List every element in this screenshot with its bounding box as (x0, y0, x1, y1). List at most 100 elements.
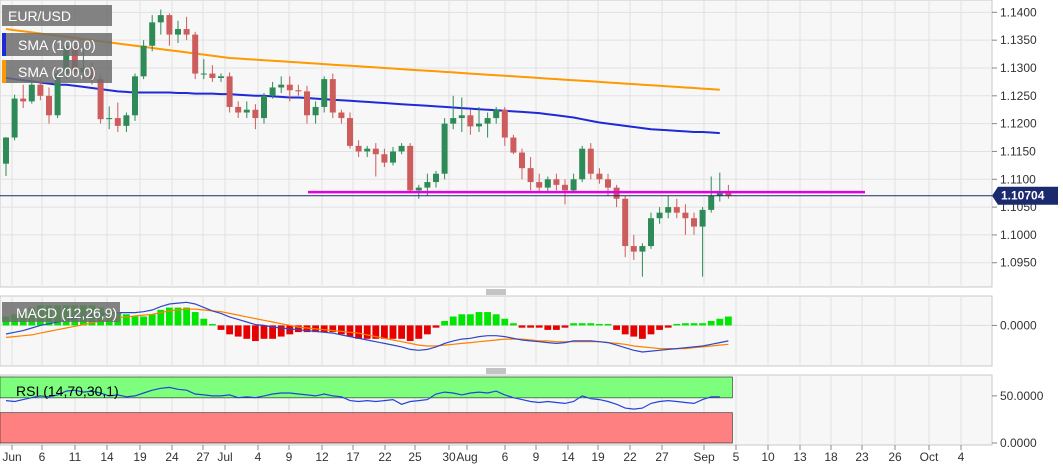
candle (132, 73, 138, 121)
panel-resize-handle[interactable] (486, 368, 506, 374)
time-tick-label: 6 (39, 450, 46, 464)
candle-body (123, 115, 130, 126)
macd-histogram-bar (690, 323, 698, 326)
time-tick-label: 6 (502, 450, 509, 464)
macd-panel (0, 295, 993, 367)
sma200-line (5, 28, 720, 91)
candle-body (269, 87, 276, 96)
candle-body (441, 123, 448, 174)
macd-histogram-bar (492, 314, 500, 326)
candle-body (3, 137, 9, 164)
legend-symbol[interactable]: EUR/USD (2, 5, 112, 26)
macd-histogram-bar (303, 325, 311, 333)
candle (149, 15, 156, 52)
time-tick-label: 22 (623, 450, 637, 464)
macd-histogram-bar (355, 325, 362, 339)
time-tick-label: 27 (655, 450, 669, 464)
candle (639, 243, 646, 277)
macd-histogram-bar (570, 323, 577, 326)
macd-histogram-bar (725, 316, 732, 326)
candle (596, 168, 603, 184)
time-tick-label: 25 (408, 450, 422, 464)
candle (398, 143, 405, 155)
time-tick-label: 17 (346, 450, 360, 464)
candle-body (71, 45, 78, 73)
axis-layer: 1.1400 1.1350 1.1300 1.1250 1.1200 1.1150 1.11… (2, 5, 1043, 464)
candle (476, 106, 482, 132)
candle-body (286, 84, 293, 91)
macd-histogram-bar (518, 325, 526, 328)
candle (665, 195, 672, 219)
macd-histogram-bar (432, 325, 440, 328)
macd-histogram-bar (389, 325, 397, 339)
macd-histogram-bar (372, 325, 380, 339)
macd-histogram-bar (200, 318, 208, 326)
macd-histogram-bar (140, 316, 147, 326)
candle (235, 101, 242, 119)
time-tick-label: Jun (2, 450, 21, 464)
panel-resize-handle[interactable] (486, 289, 506, 295)
candle (114, 102, 121, 132)
candle-body (682, 212, 689, 219)
macd-histogram-bar (131, 316, 139, 326)
candle (329, 73, 336, 119)
candle (527, 157, 534, 191)
macd-histogram-bar (320, 325, 328, 333)
time-tick-label: 11 (69, 450, 82, 464)
macd-histogram-bar (234, 325, 242, 337)
macd-histogram-bar (544, 325, 552, 330)
legend-sma100[interactable]: SMA (100,0) (2, 33, 112, 56)
price-tick-label: 1.0950 (1000, 256, 1037, 270)
candle (570, 173, 577, 194)
candle-body (54, 73, 61, 116)
time-tick-label: 9 (286, 450, 293, 464)
time-tick-label: 23 (855, 450, 869, 464)
candle (252, 104, 259, 130)
candle-body (665, 207, 672, 213)
price-tick-label: 1.1000 (1000, 228, 1037, 242)
rsi-layer (5, 386, 720, 410)
candle-body (11, 98, 18, 138)
macd-histogram-bar (123, 314, 130, 326)
symbol-label: EUR/USD (8, 8, 71, 24)
price-tick-label: 1.1350 (1000, 33, 1037, 47)
candle-body (37, 84, 44, 96)
candle-body (458, 115, 465, 119)
macd-line (5, 301, 729, 353)
price-tick-label: 1.1200 (1000, 117, 1037, 131)
macd-histogram-bar (510, 323, 517, 326)
candle (579, 145, 586, 183)
candle (390, 147, 396, 166)
candle-body (699, 209, 706, 227)
candle-body (372, 148, 379, 155)
time-tick-label: 12 (315, 450, 329, 464)
time-tick-label: Aug (456, 450, 477, 464)
macd-histogram-bar (656, 325, 663, 330)
time-tick-label: 19 (133, 450, 147, 464)
candle (364, 145, 371, 158)
candle-body (407, 145, 414, 191)
legend-sma200[interactable]: SMA (200,0) (2, 60, 112, 83)
candle (381, 148, 388, 168)
macd-histogram-bar (381, 325, 388, 339)
candle-body (261, 95, 267, 119)
time-tick-label: 10 (761, 450, 775, 464)
macd-histogram-bar (338, 325, 345, 335)
macd-histogram-bar (243, 325, 251, 339)
time-tick-label: 14 (561, 450, 575, 464)
candle (226, 72, 233, 113)
candle (20, 84, 27, 109)
legend-macd[interactable]: MACD (12,26,9) (2, 302, 120, 322)
candle-body (450, 118, 457, 124)
time-tick-label: Jul (217, 450, 232, 464)
candle-body (149, 22, 156, 46)
candle (355, 140, 362, 158)
candle-body (218, 76, 224, 79)
legend-rsi[interactable]: RSI (14,70,30,1) (16, 383, 119, 399)
macd-histogram-bar (441, 320, 448, 326)
candle-body (312, 106, 319, 116)
macd-histogram-bar (260, 325, 268, 339)
candle-body (166, 15, 173, 35)
candle-body (519, 152, 525, 169)
